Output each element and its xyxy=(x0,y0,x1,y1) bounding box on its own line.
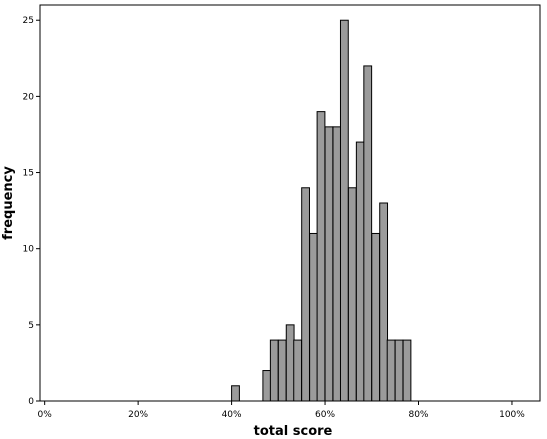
histogram-bar xyxy=(316,111,326,402)
histogram-bar xyxy=(269,339,279,402)
x-tick-label: 0% xyxy=(38,410,53,420)
y-axis-ticks: 0 5 10 15 20 25 xyxy=(23,16,40,407)
histogram-bar xyxy=(293,339,303,402)
histogram-bar xyxy=(277,339,287,402)
y-tick-label: 0 xyxy=(28,397,34,407)
histogram-bar xyxy=(394,339,404,402)
histogram-bar xyxy=(332,126,342,402)
histogram-bar xyxy=(371,232,381,402)
x-axis-title: total score xyxy=(254,424,333,439)
x-tick-label: 20% xyxy=(128,410,148,420)
histogram-bar xyxy=(301,187,310,402)
histogram-bar xyxy=(355,141,365,402)
x-tick-label: 100% xyxy=(499,410,525,420)
x-tick-label: 60% xyxy=(315,410,335,420)
histogram-bar xyxy=(339,19,349,402)
y-tick-label: 20 xyxy=(23,92,35,102)
x-axis-ticks: 0% 20% 40% 60% 80% 100% xyxy=(38,401,525,420)
histogram-bar xyxy=(285,324,295,402)
histogram-bar xyxy=(262,370,272,402)
y-tick-label: 15 xyxy=(23,169,34,179)
histogram-bar xyxy=(363,65,373,402)
y-tick-label: 10 xyxy=(23,245,35,255)
y-axis-title: frequency xyxy=(1,166,16,240)
histogram-bar xyxy=(386,339,396,402)
histogram-bar xyxy=(231,385,240,402)
histogram-bar xyxy=(324,126,334,402)
histogram-bar xyxy=(309,232,318,402)
x-tick-label: 40% xyxy=(222,410,242,420)
x-tick-label: 80% xyxy=(408,410,428,420)
histogram-bar xyxy=(379,202,389,402)
y-tick-label: 25 xyxy=(23,16,34,26)
histogram-bar xyxy=(347,187,357,402)
bars-layer xyxy=(231,19,412,402)
histogram-bar xyxy=(402,339,412,402)
y-tick-label: 5 xyxy=(28,321,34,331)
